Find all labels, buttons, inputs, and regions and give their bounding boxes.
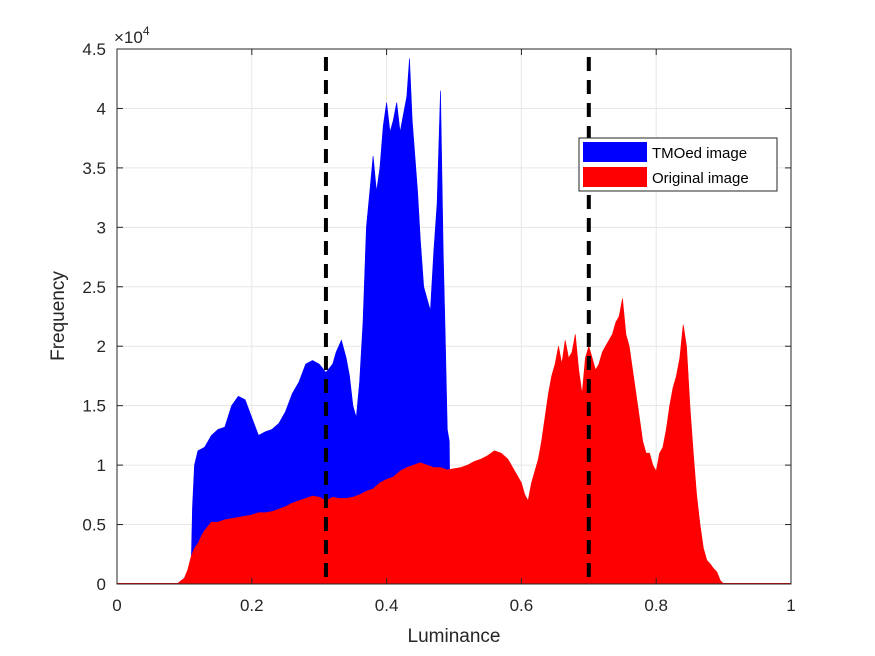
- reference-lines: [323, 57, 591, 584]
- y-tick-label-7: 3.5: [82, 159, 106, 178]
- y-tick-label-1: 0.5: [82, 516, 106, 535]
- y-exponent-power: 4: [143, 24, 150, 38]
- x-tick-label-4: 0.8: [644, 596, 668, 615]
- x-tick-label-1: 0.2: [240, 596, 264, 615]
- y-exponent-multiplier: ×104: [114, 24, 150, 47]
- y-tick-label-6: 3: [97, 218, 106, 237]
- y-tick-label-8: 4: [97, 99, 106, 118]
- y-tick-label-3: 1.5: [82, 397, 106, 416]
- x-tick-label-5: 1: [786, 596, 795, 615]
- y-tick-label-2: 1: [97, 456, 106, 475]
- y-axis-title: Frequency: [48, 271, 69, 361]
- y-tick-label-9: 4.5: [82, 40, 106, 59]
- x-axis-title: Luminance: [408, 626, 501, 647]
- x-axis-ticks: 0 0.2 0.4 0.6 0.8 1: [112, 49, 796, 615]
- legend-label-tmoed: TMOed image: [652, 145, 747, 162]
- series-tmoed-image-area: [187, 58, 451, 585]
- series-original-image-area: [177, 298, 725, 585]
- legend-swatch-original: [583, 167, 647, 187]
- x-tick-label-3: 0.6: [510, 596, 534, 615]
- y-tick-label-0: 0: [97, 575, 106, 594]
- legend-label-original: Original image: [652, 170, 749, 187]
- y-exponent-base: ×10: [114, 28, 143, 47]
- legend: TMOed image Original image: [578, 137, 778, 192]
- plot-frame: [116, 48, 792, 585]
- x-tick-label-2: 0.4: [375, 596, 399, 615]
- x-tick-label-0: 0: [112, 596, 121, 615]
- y-tick-label-5: 2.5: [82, 278, 106, 297]
- legend-swatch-tmoed: [583, 142, 647, 162]
- y-tick-label-4: 2: [97, 337, 106, 356]
- y-axis-ticks: 0 0.5 1 1.5 2 2.5 3 3.5 4 4.5: [82, 40, 791, 594]
